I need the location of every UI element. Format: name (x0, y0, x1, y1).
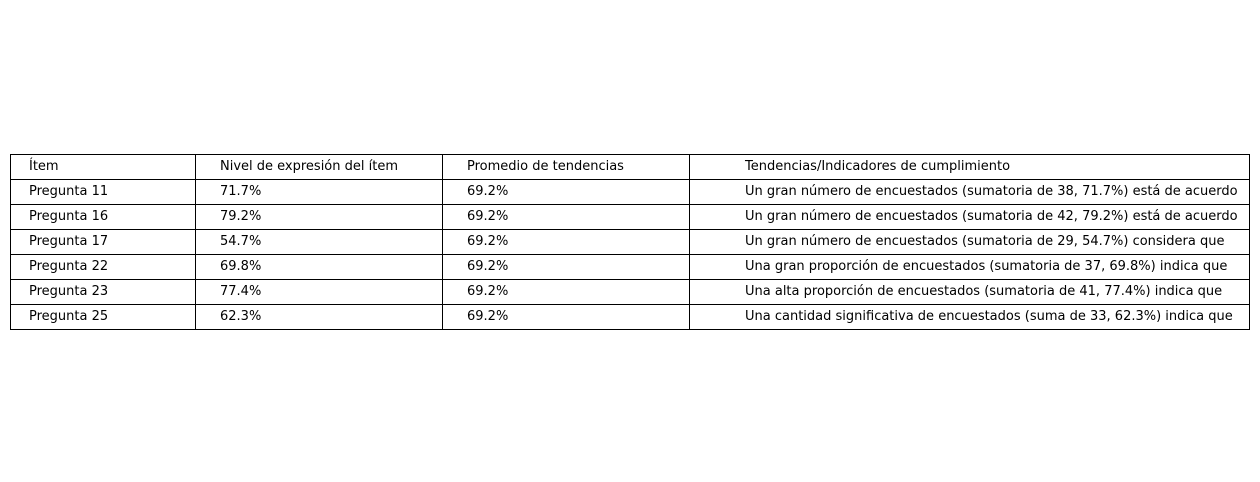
cell-promedio: 69.2% (442, 304, 690, 330)
table-row: Pregunta 16 79.2% 69.2% Un gran número de e… (10, 204, 1250, 230)
cell-tendencias: Un gran número de encuestados (sumatoria… (689, 179, 1250, 205)
cell-nivel: 69.8% (195, 254, 443, 280)
cell-promedio: 69.2% (442, 204, 690, 230)
cell-item: Pregunta 16 (10, 204, 196, 230)
table-row: Pregunta 23 77.4% 69.2% Una alta proporción… (10, 279, 1250, 305)
data-table: Ítem Nivel de expresión del ítem Promedi… (10, 154, 1250, 330)
table-row: Pregunta 22 69.8% 69.2% Una gran proporción… (10, 254, 1250, 280)
cell-nivel: 79.2% (195, 204, 443, 230)
cell-promedio: 69.2% (442, 279, 690, 305)
cell-nivel: 71.7% (195, 179, 443, 205)
table-header-row: Ítem Nivel de expresión del ítem Promedi… (10, 154, 1250, 180)
table-row: Pregunta 25 62.3% 69.2% Una cantidad signif… (10, 304, 1250, 330)
cell-item: Pregunta 11 (10, 179, 196, 205)
cell-item: Pregunta 23 (10, 279, 196, 305)
data-table-container: Ítem Nivel de expresión del ítem Promedi… (10, 154, 1250, 330)
cell-tendencias: Un gran número de encuestados (sumatoria… (689, 204, 1250, 230)
cell-promedio: 69.2% (442, 229, 690, 255)
header-cell-promedio: Promedio de tendencias (442, 154, 690, 180)
header-cell-nivel: Nivel de expresión del ítem (195, 154, 443, 180)
cell-item: Pregunta 22 (10, 254, 196, 280)
cell-promedio: 69.2% (442, 179, 690, 205)
cell-tendencias: Una gran proporción de encuestados (suma… (689, 254, 1250, 280)
table-row: Pregunta 17 54.7% 69.2% Un gran número de e… (10, 229, 1250, 255)
header-cell-tendencias: Tendencias/Indicadores de cumplimiento (689, 154, 1250, 180)
cell-nivel: 77.4% (195, 279, 443, 305)
table-row: Pregunta 11 71.7% 69.2% Un gran número de e… (10, 179, 1250, 205)
cell-nivel: 54.7% (195, 229, 443, 255)
cell-tendencias: Una alta proporción de encuestados (suma… (689, 279, 1250, 305)
cell-tendencias: Un gran número de encuestados (sumatoria… (689, 229, 1250, 255)
table-body: Ítem Nivel de expresión del ítem Promedi… (10, 154, 1250, 330)
cell-promedio: 69.2% (442, 254, 690, 280)
cell-tendencias: Una cantidad significativa de encuestado… (689, 304, 1250, 330)
cell-nivel: 62.3% (195, 304, 443, 330)
cell-item: Pregunta 25 (10, 304, 196, 330)
header-cell-item: Ítem (10, 154, 196, 180)
cell-item: Pregunta 17 (10, 229, 196, 255)
